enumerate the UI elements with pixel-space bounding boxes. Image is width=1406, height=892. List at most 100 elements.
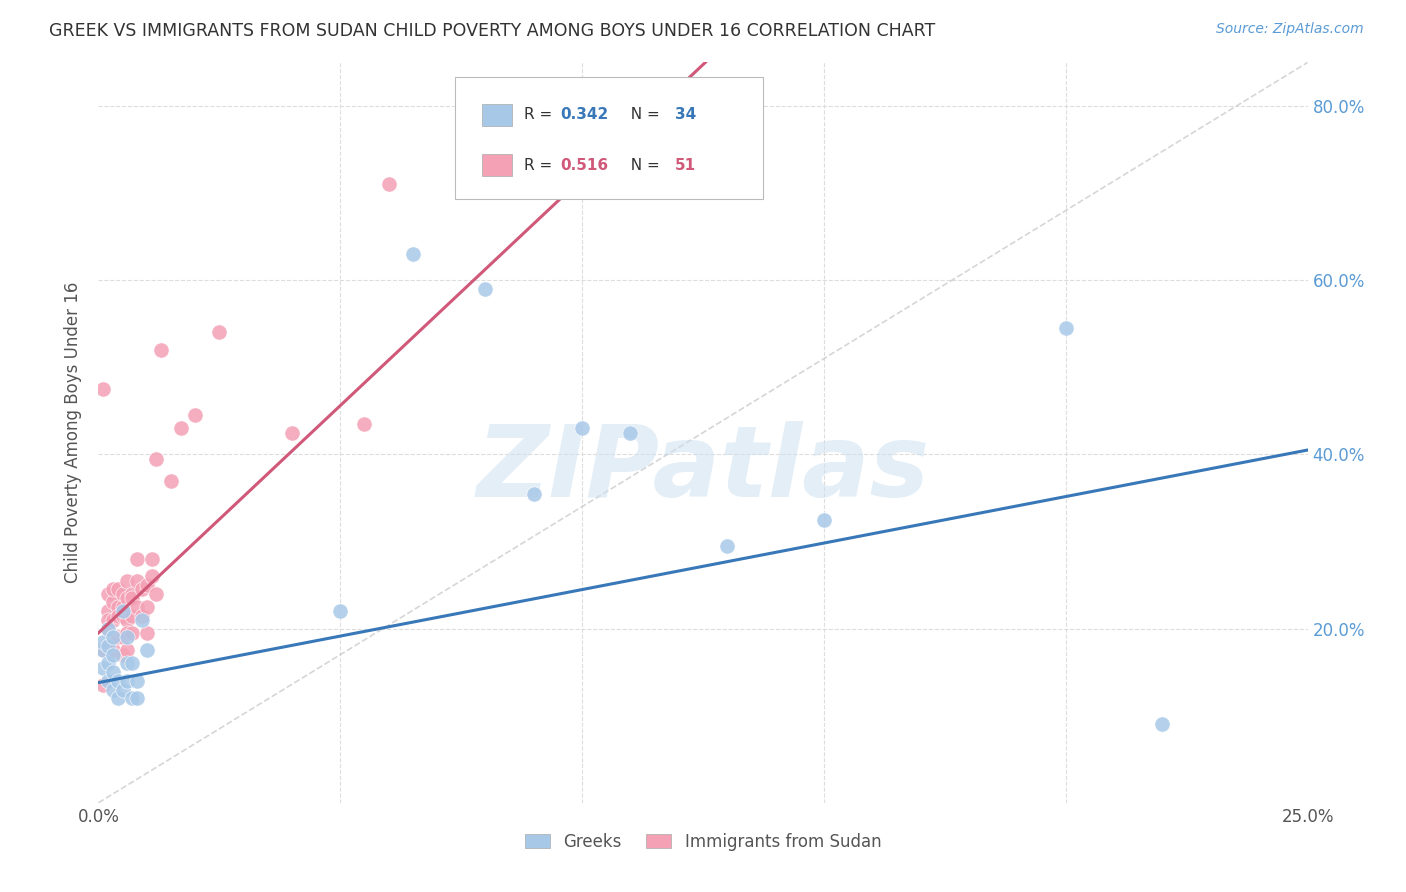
Y-axis label: Child Poverty Among Boys Under 16: Child Poverty Among Boys Under 16	[65, 282, 83, 583]
Point	[150, 343, 173, 357]
Point	[107, 599, 129, 614]
Point	[107, 691, 129, 706]
Point	[97, 622, 120, 636]
Point	[127, 599, 149, 614]
Point	[121, 626, 143, 640]
Text: N =: N =	[621, 158, 665, 173]
Point	[353, 417, 375, 431]
Point	[117, 673, 139, 688]
Text: R =: R =	[524, 158, 557, 173]
Point	[135, 599, 157, 614]
Point	[813, 513, 835, 527]
Point	[117, 626, 139, 640]
Point	[127, 552, 149, 566]
Point	[91, 643, 114, 657]
Point	[111, 630, 134, 644]
Point	[474, 282, 496, 296]
Point	[402, 247, 425, 261]
Point	[121, 657, 143, 671]
Point	[571, 421, 593, 435]
Point	[131, 582, 153, 597]
Point	[97, 622, 120, 636]
Point	[121, 691, 143, 706]
Point	[160, 474, 183, 488]
Point	[117, 630, 139, 644]
Point	[135, 626, 157, 640]
Point	[107, 673, 129, 688]
Point	[1054, 321, 1077, 335]
Point	[117, 591, 139, 606]
Point	[91, 678, 114, 692]
Point	[101, 582, 124, 597]
Point	[377, 178, 399, 192]
Point	[145, 587, 167, 601]
Text: GREEK VS IMMIGRANTS FROM SUDAN CHILD POVERTY AMONG BOYS UNDER 16 CORRELATION CHA: GREEK VS IMMIGRANTS FROM SUDAN CHILD POV…	[49, 22, 935, 40]
Point	[121, 608, 143, 623]
Point	[97, 673, 120, 688]
Point	[111, 608, 134, 623]
Point	[169, 421, 191, 435]
Point	[101, 643, 124, 657]
Point	[127, 673, 149, 688]
Point	[111, 682, 134, 697]
Point	[121, 591, 143, 606]
Point	[97, 639, 120, 653]
Text: Source: ZipAtlas.com: Source: ZipAtlas.com	[1216, 22, 1364, 37]
Point	[184, 408, 207, 422]
FancyBboxPatch shape	[482, 103, 512, 126]
Point	[101, 613, 124, 627]
Point	[101, 595, 124, 609]
Point	[101, 648, 124, 662]
Point	[1152, 717, 1174, 731]
Point	[117, 657, 139, 671]
Point	[101, 630, 124, 644]
Point	[107, 630, 129, 644]
Point	[111, 599, 134, 614]
Point	[141, 569, 163, 583]
Point	[121, 587, 143, 601]
Text: ZIPatlas: ZIPatlas	[477, 421, 929, 518]
Point	[145, 451, 167, 466]
Point	[91, 634, 114, 648]
FancyBboxPatch shape	[456, 78, 763, 200]
Point	[101, 630, 124, 644]
Text: 0.516: 0.516	[561, 158, 609, 173]
Point	[97, 639, 120, 653]
FancyBboxPatch shape	[482, 154, 512, 177]
Point	[329, 604, 352, 618]
Point	[131, 608, 153, 623]
Point	[127, 574, 149, 588]
Point	[107, 582, 129, 597]
Point	[135, 643, 157, 657]
Point	[131, 613, 153, 627]
Point	[127, 691, 149, 706]
Point	[523, 486, 546, 500]
Point	[91, 643, 114, 657]
Point	[117, 613, 139, 627]
Point	[91, 382, 114, 396]
Point	[101, 682, 124, 697]
Text: 0.342: 0.342	[561, 107, 609, 122]
Point	[97, 613, 120, 627]
Point	[281, 425, 304, 440]
Text: N =: N =	[621, 107, 665, 122]
Point	[111, 648, 134, 662]
Point	[716, 539, 738, 553]
Point	[97, 657, 120, 671]
Point	[101, 665, 124, 680]
Point	[208, 326, 231, 340]
Point	[117, 574, 139, 588]
Point	[91, 661, 114, 675]
Point	[111, 604, 134, 618]
Text: R =: R =	[524, 107, 557, 122]
Point	[141, 552, 163, 566]
Point	[619, 425, 641, 440]
Text: 51: 51	[675, 158, 696, 173]
Point	[135, 578, 157, 592]
Point	[97, 587, 120, 601]
Point	[107, 608, 129, 623]
Point	[117, 643, 139, 657]
Text: 34: 34	[675, 107, 696, 122]
Point	[97, 604, 120, 618]
Point	[111, 587, 134, 601]
